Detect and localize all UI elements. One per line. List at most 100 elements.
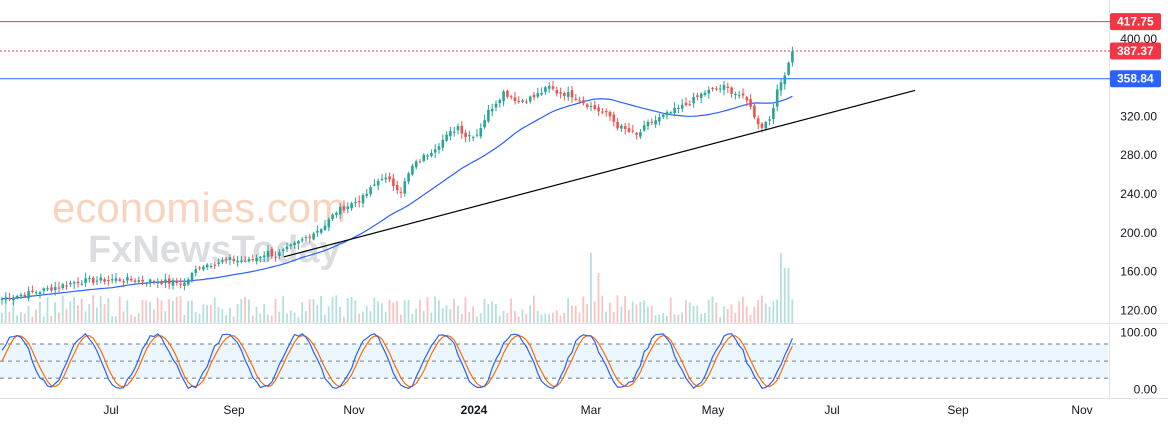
resistance-badge-label: 417.75 <box>1117 15 1154 29</box>
volume-bar <box>58 312 60 323</box>
volume-bar <box>605 311 607 323</box>
candle-body <box>308 236 312 238</box>
candle-body <box>57 287 61 289</box>
candle-body <box>346 206 350 209</box>
volume-bar <box>84 311 87 323</box>
candle-body <box>327 219 331 228</box>
candle-body <box>137 280 141 282</box>
candle-body <box>597 107 600 112</box>
candle-body <box>509 96 513 98</box>
volume-bar <box>658 314 661 323</box>
candle-body <box>718 88 722 90</box>
time-axis-labels[interactable]: Jul Sep Nov 2024 Mar May Jul Sep Nov <box>103 403 1092 417</box>
candle-body <box>209 265 213 267</box>
volume-bar <box>103 304 106 323</box>
candle-body <box>179 283 182 285</box>
volume-bar <box>232 316 235 323</box>
candle-body <box>228 257 232 261</box>
candle-body <box>699 93 703 98</box>
volume-bar <box>324 314 326 323</box>
volume-bar <box>289 310 292 323</box>
candle-body <box>525 101 528 103</box>
volume-bar <box>403 299 406 323</box>
candle-body <box>384 177 388 180</box>
candle-body <box>376 180 380 186</box>
candle-body <box>650 121 654 123</box>
candle-body <box>437 146 441 150</box>
trendline-layer[interactable] <box>283 89 916 258</box>
volume-bar <box>80 298 83 323</box>
candle-body <box>38 292 42 295</box>
volume-bar <box>255 306 258 323</box>
volume-bar <box>369 311 372 323</box>
candle-body <box>80 283 84 285</box>
volume-bar <box>453 298 455 323</box>
candle-body <box>232 258 236 262</box>
stochastic-axis-labels: 100.00 0.00 <box>1120 326 1157 397</box>
volume-bar <box>206 305 208 323</box>
volume-bar <box>263 303 265 323</box>
candle-body <box>768 119 771 121</box>
candle-body <box>555 90 559 94</box>
candle-body <box>715 88 718 90</box>
current-price-badge-label: 387.37 <box>1117 44 1154 58</box>
volume-bar <box>149 301 151 323</box>
volume-bar <box>662 312 664 323</box>
candle-body <box>471 137 475 139</box>
volume-bar <box>555 310 558 323</box>
support-badge-bg <box>1110 70 1161 88</box>
candle-body <box>145 282 148 284</box>
volume-bar <box>373 297 376 323</box>
candle-body <box>297 241 300 244</box>
volume-bar <box>635 304 638 323</box>
volume-bar <box>590 253 592 323</box>
x-tick-label: Nov <box>1071 403 1092 417</box>
candle-body <box>468 135 471 137</box>
volume-bar <box>540 314 543 323</box>
volume-bar <box>88 303 91 323</box>
volume-bar <box>69 301 72 323</box>
candle-body <box>745 97 749 101</box>
candle-body <box>186 279 190 285</box>
candle-body <box>502 91 505 102</box>
volume-bar <box>749 314 752 323</box>
candle-body <box>726 86 730 88</box>
volume-bar <box>491 301 493 323</box>
candle-body <box>312 233 315 240</box>
candle-body <box>167 278 171 284</box>
candle-body <box>42 288 46 291</box>
volume-bar <box>734 312 737 323</box>
candle-body <box>445 134 448 141</box>
volume-bar <box>346 298 349 323</box>
price-badges: 417.75 387.37 358.84 <box>1110 13 1161 88</box>
candle-body <box>730 87 733 94</box>
candle-body <box>620 125 623 129</box>
candle-body <box>680 104 684 109</box>
volume-bar <box>704 313 706 323</box>
trendline[interactable] <box>283 89 916 258</box>
price-axis[interactable] <box>1110 0 1168 430</box>
stoch-d-line <box>1 334 793 388</box>
candle-body <box>665 112 669 116</box>
candle-body <box>354 202 357 204</box>
volume-bar <box>365 305 368 323</box>
stochastic-pane <box>0 332 1108 390</box>
volume-bar <box>248 299 250 323</box>
volume-bar <box>392 302 395 323</box>
volume-bar <box>259 313 262 323</box>
x-tick-label: 2024 <box>461 403 488 417</box>
candle-body <box>540 93 543 95</box>
volume-bar <box>768 306 771 323</box>
candle-body <box>357 201 361 203</box>
volume-bar <box>126 300 129 323</box>
volume-bar <box>441 308 444 323</box>
moving-average <box>1 95 793 300</box>
candle-body <box>198 267 201 269</box>
volume-bar <box>335 295 338 323</box>
x-tick-label: Sep <box>947 403 969 417</box>
candle-body <box>4 297 8 300</box>
candle-body <box>654 120 657 125</box>
volume-bar <box>502 311 505 323</box>
volume-bar <box>419 299 421 323</box>
